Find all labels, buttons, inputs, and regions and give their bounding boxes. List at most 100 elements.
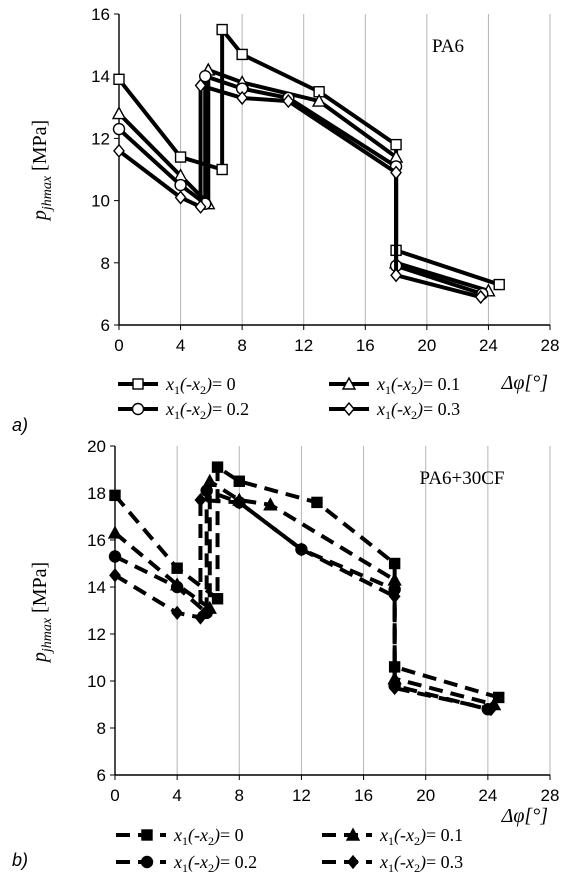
data-point-s3	[113, 143, 125, 158]
y-label-subscript: jhmax	[40, 617, 55, 654]
data-point-s2	[112, 122, 126, 136]
legend-sub1: 1	[182, 834, 188, 848]
x-tick-label: 8	[235, 786, 244, 805]
x-tick-label: 12	[294, 336, 313, 355]
legend-marker-2	[131, 402, 145, 416]
legend-x1: x	[173, 852, 182, 872]
data-point-s0	[388, 557, 401, 570]
legend-mid: (-x	[180, 399, 200, 420]
legend-x1: x	[376, 399, 385, 419]
legend-entry-2: x1(-x2)= 0.2	[173, 852, 257, 875]
data-point-s1	[311, 93, 327, 107]
legend-x1: x	[379, 852, 388, 872]
legend-entry-0: x1(-x2)= 0	[173, 825, 244, 848]
legend-mid: (-x	[391, 399, 411, 420]
data-point-s3	[171, 605, 184, 620]
data-point-s0	[233, 475, 245, 487]
data-point-s2	[200, 484, 213, 497]
x-tick-label: 0	[110, 786, 119, 805]
x-tick-label: 20	[416, 786, 435, 805]
legend-value: = 0.3	[426, 852, 463, 872]
y-tick-label: 16	[87, 531, 106, 550]
legend-entry-2: x1(-x2)= 0.2	[165, 399, 249, 422]
data-point-s1	[263, 497, 278, 511]
y-tick-label: 16	[91, 5, 110, 24]
legend-x1: x	[376, 374, 385, 394]
legend-marker-0	[141, 829, 153, 841]
legend-sub1: 1	[174, 383, 180, 397]
data-point-s3	[390, 268, 402, 283]
legend-sub2: 2	[200, 383, 206, 397]
legend: x1(-x2)= 0 x1(-x2)= 0.1x1(-x2)= 0.2 x1(-x2…	[118, 374, 460, 422]
x-tick-label: 20	[417, 336, 436, 355]
legend-close: )	[213, 825, 220, 846]
legend-sub2: 2	[411, 383, 417, 397]
data-point-s1	[111, 106, 127, 120]
chart-title: PA6	[432, 36, 464, 57]
legend-mid: (-x	[188, 852, 208, 873]
y-tick-label: 14	[91, 67, 110, 86]
legend-entry-3: x1(-x2)= 0.3	[376, 399, 460, 422]
x-axis-label: Δφ[°]	[501, 372, 548, 394]
data-point-s3	[194, 199, 207, 214]
data-point-s3	[390, 165, 402, 180]
legend-sub2: 2	[414, 861, 420, 875]
legend-marker-0	[132, 378, 144, 390]
data-point-s3	[474, 289, 487, 305]
legend-close: )	[419, 825, 426, 846]
y-axis-label: pjhmax [MPa]	[29, 120, 55, 222]
x-tick-label: 8	[237, 336, 246, 355]
panel-letter: a)	[12, 415, 28, 435]
legend-marker-1	[345, 827, 361, 841]
y-label-unit: [MPa]	[29, 562, 51, 618]
legend-close: )	[419, 852, 426, 873]
legend-close: )	[213, 852, 220, 873]
y-label-main: p	[29, 652, 51, 664]
legend-x1: x	[165, 399, 174, 419]
x-tick-label: 24	[478, 786, 497, 805]
data-point-s2	[174, 178, 187, 192]
x-tick-label: 24	[479, 336, 498, 355]
legend-mid: (-x	[394, 825, 414, 846]
data-point-s3	[194, 78, 207, 93]
y-tick-label: 14	[87, 578, 106, 597]
legend-mid: (-x	[394, 852, 414, 873]
series-line-1	[113, 479, 495, 707]
legend-sub2: 2	[414, 834, 420, 848]
legend-sub1: 1	[388, 861, 394, 875]
y-tick-label: 8	[101, 254, 110, 273]
data-point-s0	[493, 691, 505, 704]
legend-mid: (-x	[391, 374, 411, 395]
legend-value: = 0.1	[426, 825, 463, 845]
data-point-s0	[493, 278, 505, 291]
legend-marker-1	[341, 376, 357, 390]
panel-letter: b)	[12, 850, 28, 870]
y-tick-label: 10	[87, 672, 106, 691]
legend-close: )	[416, 374, 423, 395]
data-point-s3	[194, 610, 207, 625]
data-point-s0	[211, 593, 224, 605]
data-point-s3	[236, 90, 249, 106]
y-label-unit: [MPa]	[29, 120, 51, 176]
legend-mid: (-x	[188, 825, 208, 846]
legend-marker-3	[343, 401, 355, 417]
data-point-s3	[194, 492, 207, 508]
legend-sub1: 1	[182, 861, 188, 875]
x-tick-label: 16	[356, 336, 375, 355]
x-axis-label: Δφ[°]	[501, 805, 548, 827]
legend-sub1: 1	[385, 408, 391, 422]
legend-value: = 0.2	[220, 852, 257, 872]
data-point-s0	[390, 138, 402, 151]
legend-marker-2	[140, 855, 154, 869]
legend-value: = 0	[220, 825, 244, 845]
legend-entry-1: x1(-x2)= 0.1	[376, 374, 460, 397]
data-point-s0	[171, 562, 183, 574]
legend-sub2: 2	[411, 408, 417, 422]
legend-value: = 0.3	[423, 399, 460, 419]
y-label-main: p	[29, 210, 51, 222]
legend-marker-3	[347, 854, 359, 870]
data-point-s0	[113, 73, 125, 86]
data-point-s3	[485, 702, 497, 717]
